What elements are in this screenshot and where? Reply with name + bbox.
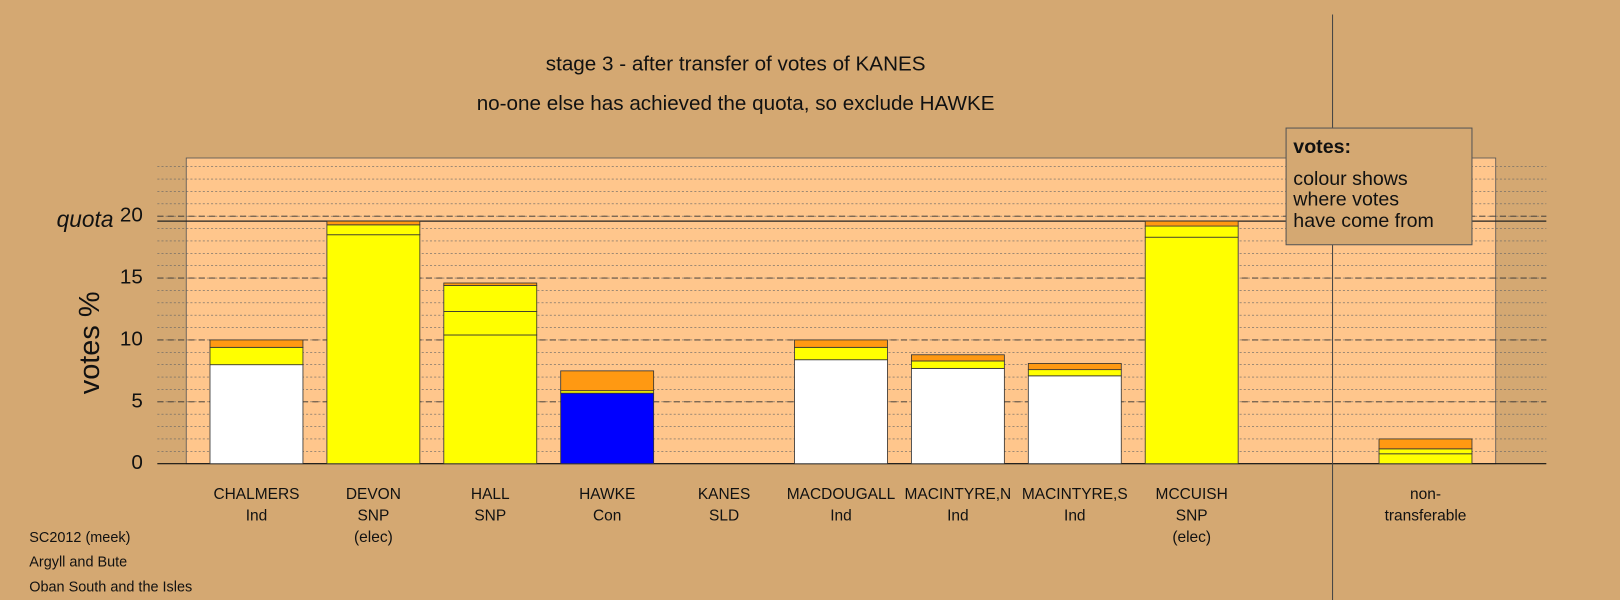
footnote: Argyll and Bute: [29, 555, 127, 571]
legend-text: have come from: [1293, 210, 1434, 232]
bar-segment: [209, 346, 304, 366]
x-tick-label: transferable: [1385, 507, 1467, 524]
x-tick-label: HAWKE: [579, 486, 635, 503]
y-tick-label: 10: [120, 327, 143, 350]
x-tick-label: Con: [593, 507, 621, 524]
x-tick-label: (elec): [1172, 529, 1211, 546]
bar-segment: [910, 354, 1005, 362]
bar-segment: [443, 311, 538, 336]
bar-segment: [326, 224, 421, 236]
x-tick-label: non-: [1410, 486, 1441, 503]
y-axis-label: votes %: [74, 291, 106, 394]
footnote: SC2012 (meek): [29, 530, 130, 546]
bar-segment: [794, 359, 888, 465]
bar-segment: [1027, 369, 1122, 377]
bar-segment: [910, 367, 1005, 465]
bar-segment: [326, 220, 421, 226]
x-tick-label: MACINTYRE,N: [905, 486, 1012, 503]
bar-segment: [443, 282, 538, 286]
x-tick-label: Ind: [947, 507, 969, 524]
quota-label: quota: [57, 206, 114, 232]
x-tick-label: (elec): [354, 529, 393, 546]
bar-segment: [1027, 363, 1122, 371]
x-tick-label: Ind: [1064, 507, 1086, 524]
bar-segment: [443, 334, 538, 465]
bar-segment: [1144, 236, 1239, 465]
bar-segment: [209, 339, 304, 348]
bar-segment: [560, 370, 655, 392]
bar-segment: [1378, 453, 1473, 465]
legend-text: where votes: [1292, 189, 1399, 211]
bar-segment: [209, 364, 304, 465]
legend-title: votes:: [1293, 136, 1351, 158]
y-tick-label: 20: [120, 204, 143, 227]
x-tick-label: MACDOUGALL: [787, 486, 896, 503]
bar-segment: [443, 285, 538, 312]
x-tick-label: CHALMERS: [213, 486, 299, 503]
chart-subtitle: no-one else has achieved the quota, so e…: [477, 92, 995, 115]
y-tick-label: 5: [131, 389, 142, 412]
bar-segment: [794, 339, 888, 348]
x-tick-label: MACINTYRE,S: [1022, 486, 1128, 503]
x-tick-label: MCCUISH: [1156, 486, 1228, 503]
x-tick-label: Ind: [830, 507, 852, 524]
legend-text: colour shows: [1293, 168, 1408, 190]
bar-segment: [326, 234, 421, 465]
bar-segment: [910, 360, 1005, 369]
bar-segment: [1378, 448, 1473, 455]
chart-title: stage 3 - after transfer of votes of KAN…: [546, 53, 926, 76]
bar-segment: [1378, 438, 1473, 450]
x-tick-label: SNP: [357, 507, 389, 524]
x-tick-label: SNP: [474, 507, 506, 524]
x-tick-label: SNP: [1176, 507, 1208, 524]
legend-box: [1285, 127, 1473, 246]
bar-segment: [560, 392, 655, 465]
bar-segment: [794, 346, 888, 361]
x-tick-label: KANES: [698, 486, 751, 503]
footnote: Oban South and the Isles: [29, 579, 192, 595]
x-tick-label: SLD: [709, 507, 739, 524]
x-tick-label: Ind: [246, 507, 268, 524]
x-tick-label: DEVON: [346, 486, 401, 503]
x-tick-label: HALL: [471, 486, 510, 503]
bar-segment: [1027, 375, 1122, 465]
bar-segment: [1144, 220, 1239, 227]
bar-segment: [1144, 225, 1239, 238]
y-tick-label: 0: [131, 451, 142, 474]
y-tick-label: 15: [120, 266, 143, 289]
